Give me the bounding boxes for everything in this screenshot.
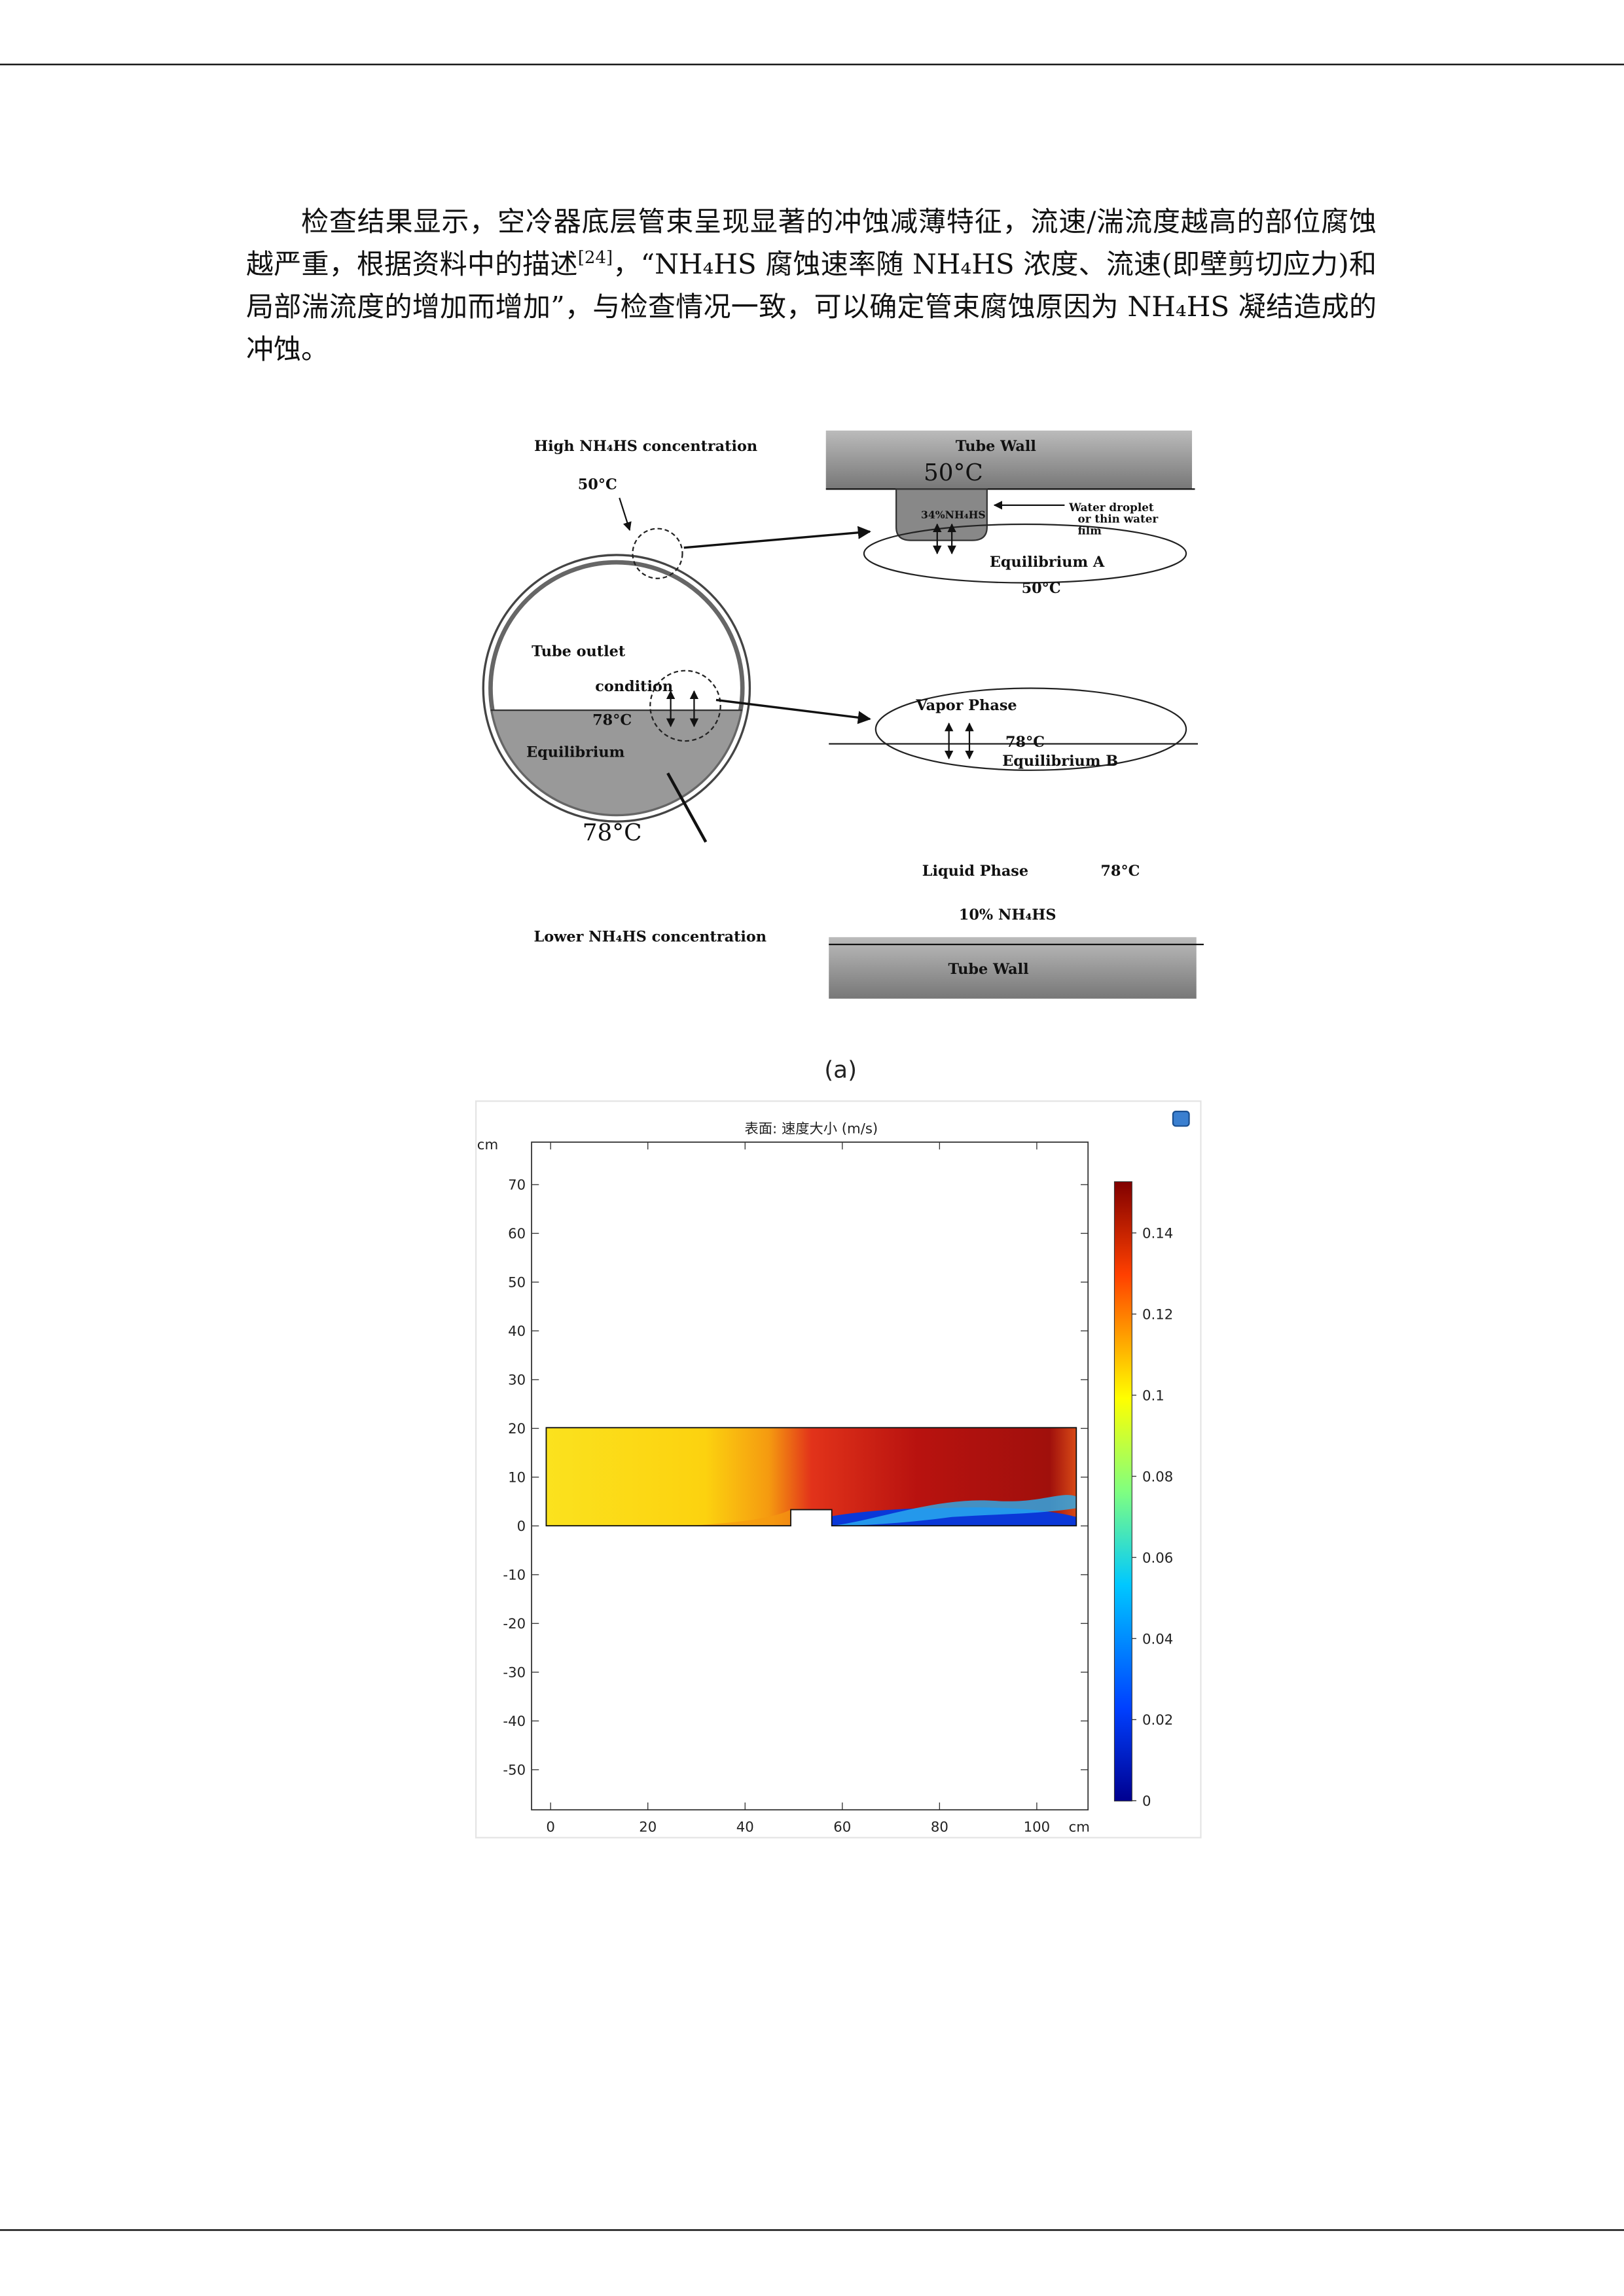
paragraph: 检查结果显示，空冷器底层管束呈现显著的冲蚀减薄特征，流速/湍流度越高的部位腐蚀越… bbox=[246, 200, 1377, 370]
diagram-a: High NH₄HS concentration 50°C Tube Wall … bbox=[482, 430, 1204, 999]
x-tick-label: 100 bbox=[1024, 1820, 1051, 1836]
colorbar-label: 0.08 bbox=[1142, 1469, 1173, 1485]
x-tick-label: 40 bbox=[736, 1820, 754, 1836]
axis-unit: cm bbox=[477, 1137, 498, 1153]
y-tick-label: 10 bbox=[508, 1470, 526, 1486]
y-tick-label: -20 bbox=[503, 1616, 526, 1632]
y-tick-label: 40 bbox=[508, 1323, 526, 1340]
y-tick-label: 60 bbox=[508, 1226, 526, 1242]
label: 78°C bbox=[1005, 734, 1045, 751]
label: Equilibrium A bbox=[990, 554, 1105, 571]
colorbar-label: 0 bbox=[1142, 1793, 1151, 1810]
y-tick-label: 0 bbox=[517, 1518, 526, 1535]
label: Tube Wall bbox=[948, 961, 1029, 978]
label: 78°C bbox=[1100, 863, 1140, 880]
y-tick-label: -40 bbox=[503, 1713, 526, 1730]
label: or thin water bbox=[1078, 512, 1159, 526]
y-tick-label: 20 bbox=[508, 1421, 526, 1437]
y-tick-label: -50 bbox=[503, 1763, 526, 1779]
label: 34%NH₄HS bbox=[921, 509, 986, 521]
colorbar-label: 0.1 bbox=[1142, 1388, 1164, 1404]
colorbar-label: 0.12 bbox=[1142, 1307, 1173, 1323]
label: Water droplet bbox=[1068, 501, 1154, 514]
plot-title: 表面: 速度大小 (m/s) bbox=[745, 1121, 878, 1138]
colorbar-label: 0.14 bbox=[1142, 1226, 1173, 1242]
colorbar-label: 0.04 bbox=[1142, 1631, 1173, 1647]
label: Equilibrium B bbox=[1002, 753, 1118, 770]
label: 50°C bbox=[924, 459, 983, 486]
label: High NH₄HS concentration bbox=[534, 438, 757, 455]
label: Lower NH₄HS concentration bbox=[534, 929, 767, 946]
label: Tube Wall bbox=[956, 438, 1036, 455]
label: Liquid Phase bbox=[922, 863, 1028, 880]
label: Vapor Phase bbox=[915, 697, 1017, 714]
y-tick-label: 50 bbox=[508, 1275, 526, 1291]
label: Tube outlet bbox=[532, 643, 626, 660]
label: 10% NH₄HS bbox=[959, 906, 1056, 924]
colorbar-label: 0.02 bbox=[1142, 1712, 1173, 1729]
caption: (a) bbox=[824, 1057, 857, 1084]
colorbar-label: 0.06 bbox=[1142, 1550, 1173, 1566]
text: 检查结果显示，空冷器底层管束呈现显著的冲蚀减薄特征，流速/湍流度越高的部位腐蚀越… bbox=[246, 206, 1377, 280]
label: Equilibrium bbox=[526, 744, 625, 761]
x-tick-label: 20 bbox=[639, 1820, 657, 1836]
x-tick-label: 80 bbox=[931, 1820, 948, 1836]
label: 78°C bbox=[583, 819, 642, 846]
label: 50°C bbox=[1022, 580, 1061, 597]
x-tick-label: 60 bbox=[833, 1820, 851, 1836]
label: 78°C bbox=[592, 711, 632, 728]
y-tick-label: -30 bbox=[503, 1665, 526, 1681]
label: film bbox=[1078, 524, 1102, 537]
y-tick-label: 70 bbox=[508, 1177, 526, 1194]
label: 50°C bbox=[578, 476, 617, 493]
citation: [24] bbox=[577, 248, 613, 268]
text: ，“NH₄HS 腐蚀速率随 NH₄HS 浓度、流速(即壁剪切应力)和局部湍流度的… bbox=[246, 248, 1377, 365]
plot-b: 表面: 速度大小 (m/s) cm cm 706050403020100-10-… bbox=[475, 1100, 1202, 1839]
x-tick-label: 0 bbox=[546, 1820, 555, 1836]
y-tick-label: -10 bbox=[503, 1568, 526, 1584]
label: condition bbox=[595, 678, 673, 695]
axis-unit: cm bbox=[1069, 1820, 1090, 1836]
y-tick-label: 30 bbox=[508, 1372, 526, 1389]
